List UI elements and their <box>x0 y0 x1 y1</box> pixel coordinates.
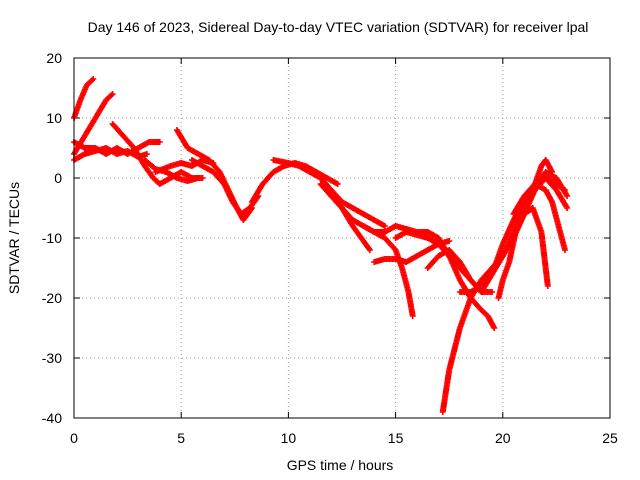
x-tick-label: 25 <box>602 430 618 446</box>
series-track-25 <box>531 175 571 211</box>
data-point <box>561 247 568 253</box>
x-tick-label: 0 <box>70 430 78 446</box>
data-point <box>109 91 116 97</box>
y-axis-label: SDTVAR / TECUs <box>6 182 22 294</box>
data-point <box>90 76 97 82</box>
plot-border <box>73 57 611 419</box>
series-track-1 <box>71 76 97 121</box>
data-point <box>489 289 496 295</box>
y-tick-label: 0 <box>54 170 62 186</box>
series-track-11 <box>270 157 388 229</box>
data-point <box>564 205 571 211</box>
x-tick-label: 10 <box>281 430 297 446</box>
series-track-22 <box>495 205 551 301</box>
grid <box>74 58 610 418</box>
y-tick-label: -20 <box>42 290 62 306</box>
data-point <box>491 325 498 331</box>
data-point <box>143 151 150 157</box>
y-tick-label: -40 <box>42 410 62 426</box>
data-point <box>409 313 416 319</box>
y-tick-label: -30 <box>42 350 62 366</box>
data-point <box>549 169 556 175</box>
series-track-14 <box>360 223 416 319</box>
series-track-18 <box>435 235 498 331</box>
y-tick-label: -10 <box>42 230 62 246</box>
data-point <box>381 223 388 229</box>
data-point <box>446 238 453 244</box>
y-tick-label: 20 <box>46 50 62 66</box>
data-point <box>334 181 341 187</box>
data-point <box>195 175 202 181</box>
y-axis-ticks: -40 -30 -20 -10 0 10 20 <box>42 50 610 426</box>
x-tick-label: 15 <box>388 430 404 446</box>
x-tick-label: 20 <box>495 430 511 446</box>
series-track-5 <box>109 121 206 187</box>
series-track-9 <box>188 157 262 217</box>
data-point <box>156 139 163 145</box>
chart-title: Day 146 of 2023, Sidereal Day-to-day VTE… <box>88 19 589 35</box>
y-tick-label: 10 <box>46 110 62 126</box>
series-track-13 <box>328 193 373 253</box>
x-axis-label: GPS time / hours <box>287 457 394 473</box>
data-point <box>564 193 571 199</box>
data-point <box>366 247 373 253</box>
data-point <box>561 187 568 193</box>
data-point <box>544 283 551 289</box>
data-points <box>71 76 571 415</box>
x-tick-label: 5 <box>177 430 185 446</box>
x-axis-ticks: 0 5 10 15 20 25 <box>70 58 618 446</box>
